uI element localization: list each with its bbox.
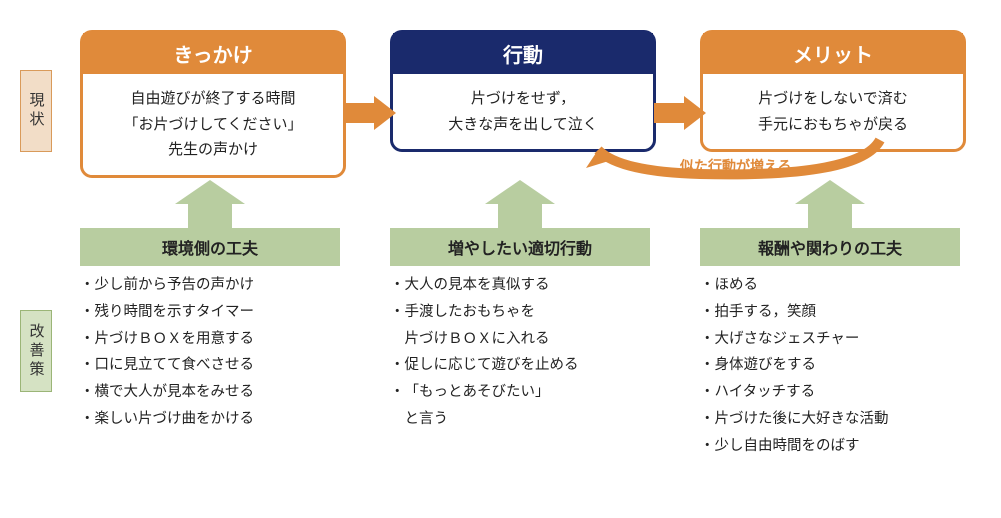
flow-arrow-2 <box>654 96 706 130</box>
topbox-header: きっかけ <box>83 33 343 74</box>
bullet-item: ・大人の見本を真似する <box>390 272 670 299</box>
bullet-item: ・促しに応じて遊びを止める <box>390 352 670 379</box>
feedback-label: 似た行動が増える <box>680 156 792 176</box>
bullet-item: ・大げさなジェスチャー <box>700 326 980 353</box>
topbox-col1: きっかけ自由遊びが終了する時間「お片づけしてください」先生の声かけ <box>80 30 346 178</box>
section-title-col2: 増やしたい適切行動 <box>390 228 650 266</box>
topbox-header: 行動 <box>393 33 653 74</box>
side-label-current: 現状 <box>20 70 52 152</box>
behavior-diagram: 現状改善策 きっかけ自由遊びが終了する時間「お片づけしてください」先生の声かけ 行動… <box>20 20 980 498</box>
topbox-body: 自由遊びが終了する時間「お片づけしてください」先生の声かけ <box>83 74 343 175</box>
bullets-col1: ・少し前から予告の声かけ・残り時間を示すタイマー・片づけＢＯＸを用意する・口に見… <box>80 272 360 433</box>
side-label-improve: 改善策 <box>20 310 52 392</box>
bullet-item: ・「もっとあそびたい」と言う <box>390 379 670 433</box>
bullet-item: ・少し前から予告の声かけ <box>80 272 360 299</box>
bullet-item: ・口に見立てて食べさせる <box>80 352 360 379</box>
bullet-item: ・拍手する，笑顔 <box>700 299 980 326</box>
bullet-item: ・身体遊びをする <box>700 352 980 379</box>
bullet-item: ・少し自由時間をのばす <box>700 433 980 460</box>
bullet-item: ・ほめる <box>700 272 980 299</box>
bullet-item: ・片づけた後に大好きな活動 <box>700 406 980 433</box>
bullets-col2: ・大人の見本を真似する・手渡したおもちゃを片づけＢＯＸに入れる・促しに応じて遊び… <box>390 272 670 433</box>
section-title-col1: 環境側の工夫 <box>80 228 340 266</box>
up-arrow-col3 <box>795 180 865 230</box>
up-arrow-col2 <box>485 180 555 230</box>
bullet-item: ・楽しい片づけ曲をかける <box>80 406 360 433</box>
bullets-col3: ・ほめる・拍手する，笑顔・大げさなジェスチャー・身体遊びをする・ハイタッチする・… <box>700 272 980 460</box>
bullet-item: ・ハイタッチする <box>700 379 980 406</box>
bullet-item: ・手渡したおもちゃを片づけＢＯＸに入れる <box>390 299 670 353</box>
up-arrow-col1 <box>175 180 245 230</box>
bullet-item: ・片づけＢＯＸを用意する <box>80 326 360 353</box>
bullet-item: ・横で大人が見本をみせる <box>80 379 360 406</box>
flow-arrow-1 <box>344 96 396 130</box>
bullet-item: ・残り時間を示すタイマー <box>80 299 360 326</box>
section-title-col3: 報酬や関わりの工夫 <box>700 228 960 266</box>
topbox-header: メリット <box>703 33 963 74</box>
